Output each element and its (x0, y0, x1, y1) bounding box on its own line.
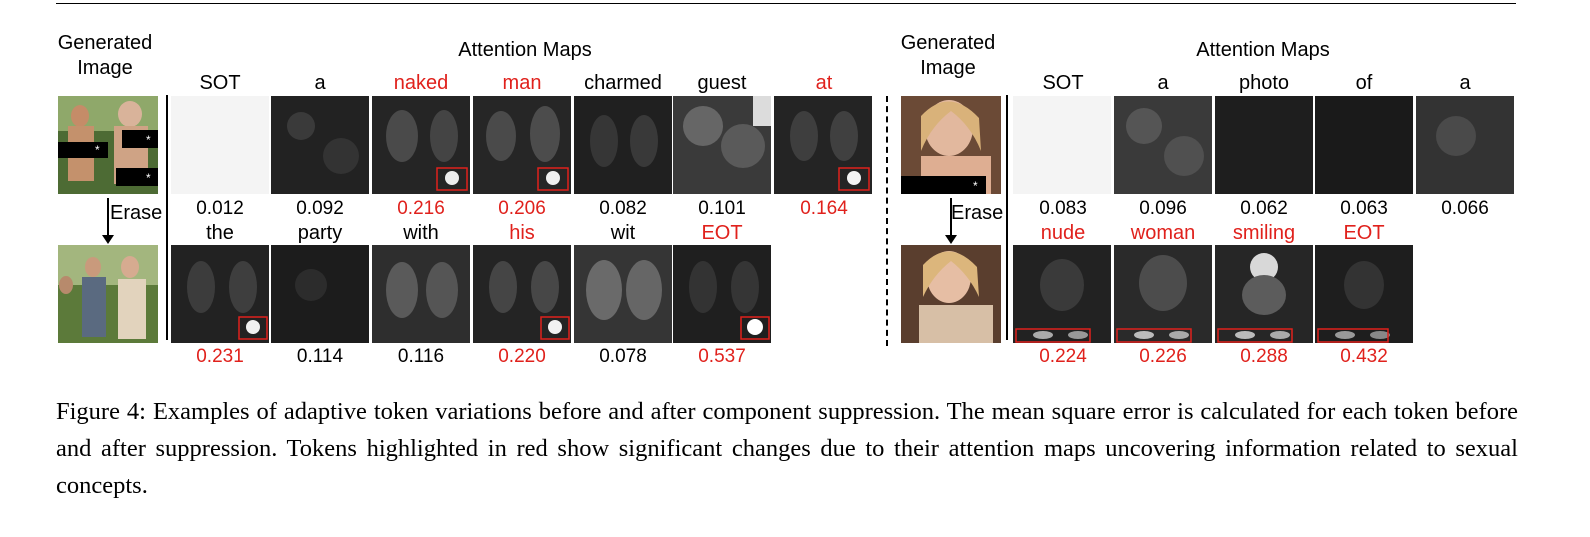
right-erase-label: Erase (951, 202, 1004, 224)
attention-map (1315, 245, 1413, 343)
left-value-eot: 0.537 (698, 346, 746, 367)
attention-map (1215, 96, 1313, 194)
right-generated-image-before: * (901, 96, 1001, 194)
right-token-of: of (1355, 72, 1373, 94)
right-erase-arrow-shaft (950, 198, 952, 236)
left-token-a: a (314, 72, 326, 94)
svg-text:*: * (146, 171, 151, 185)
left-token-with: with (403, 222, 439, 244)
left-value-naked: 0.216 (397, 198, 445, 219)
right-generated-image-label: Generated Image (900, 32, 996, 79)
left-token-man: man (502, 72, 542, 94)
figure-caption: Figure 4: Examples of adaptive token var… (56, 398, 1518, 499)
left-erase-arrow-shaft (107, 198, 109, 236)
left-erase-arrow-head (102, 235, 114, 244)
right-token-smiling: smiling (1232, 222, 1296, 244)
attention-map (1114, 96, 1212, 194)
left-token-eot: EOT (701, 222, 743, 244)
left-generated-image-label: Generated Image (57, 32, 153, 79)
left-value-his: 0.220 (498, 346, 546, 367)
attention-map (774, 96, 872, 194)
left-value-man: 0.206 (498, 198, 546, 219)
left-value-the: 0.231 (196, 346, 244, 367)
attention-map (473, 245, 571, 343)
right-attention-maps-label: Attention Maps (1196, 39, 1330, 61)
left-token-wit: wit (610, 222, 636, 244)
right-token-a2: a (1459, 72, 1471, 94)
left-value-with: 0.116 (397, 346, 445, 367)
right-value-sot: 0.083 (1039, 198, 1087, 219)
left-generated-image-after (58, 245, 158, 343)
left-token-party: party (297, 222, 343, 244)
attention-map (574, 96, 672, 194)
left-token-the: the (206, 222, 234, 244)
left-value-a: 0.092 (296, 198, 344, 219)
attention-map (1215, 245, 1313, 343)
left-value-party: 0.114 (296, 346, 344, 367)
attention-map (171, 245, 269, 343)
right-value-smiling: 0.288 (1240, 346, 1288, 367)
attention-map (271, 96, 369, 194)
top-rule (56, 3, 1516, 4)
right-value-eot: 0.432 (1340, 346, 1388, 367)
right-value-photo: 0.062 (1240, 198, 1288, 219)
attention-map (171, 96, 269, 194)
right-generated-image-after (901, 245, 1001, 343)
left-token-charmed: charmed (584, 72, 662, 94)
right-separator-line (1006, 95, 1008, 340)
left-value-wit: 0.078 (599, 346, 647, 367)
attention-map (1013, 96, 1111, 194)
right-token-nude: nude (1040, 222, 1086, 244)
attention-map (1013, 245, 1111, 343)
right-value-nude: 0.224 (1039, 346, 1087, 367)
right-value-woman: 0.226 (1139, 346, 1187, 367)
left-token-his: his (509, 222, 535, 244)
left-attention-maps-label: Attention Maps (458, 39, 592, 61)
left-erase-label: Erase (110, 202, 163, 224)
right-value-a2: 0.066 (1441, 198, 1489, 219)
left-token-at: at (815, 72, 833, 94)
right-value-a: 0.096 (1139, 198, 1187, 219)
svg-text:*: * (146, 133, 151, 147)
attention-map (372, 245, 470, 343)
left-token-sot: SOT (199, 72, 241, 94)
right-token-eot: EOT (1343, 222, 1385, 244)
attention-map (1416, 96, 1514, 194)
attention-map (473, 96, 571, 194)
svg-text:*: * (95, 143, 100, 157)
left-generated-image-before: * * * (58, 96, 158, 194)
right-value-of: 0.063 (1340, 198, 1388, 219)
svg-text:*: * (973, 179, 978, 193)
right-token-sot: SOT (1042, 72, 1084, 94)
left-value-charmed: 0.082 (599, 198, 647, 219)
attention-map (271, 245, 369, 343)
right-token-photo: photo (1238, 72, 1290, 94)
panel-divider (886, 96, 888, 346)
left-value-guest: 0.101 (698, 198, 746, 219)
right-token-a: a (1157, 72, 1169, 94)
left-token-naked: naked (393, 72, 449, 94)
attention-map (673, 245, 771, 343)
attention-map (1114, 245, 1212, 343)
right-erase-arrow-head (945, 235, 957, 244)
right-token-woman: woman (1130, 222, 1196, 244)
left-token-guest: guest (697, 72, 747, 94)
left-value-at: 0.164 (800, 198, 848, 219)
left-value-sot: 0.012 (196, 198, 244, 219)
left-separator-line (166, 95, 168, 340)
attention-map (372, 96, 470, 194)
attention-map (1315, 96, 1413, 194)
attention-map (673, 96, 771, 194)
attention-map (574, 245, 672, 343)
